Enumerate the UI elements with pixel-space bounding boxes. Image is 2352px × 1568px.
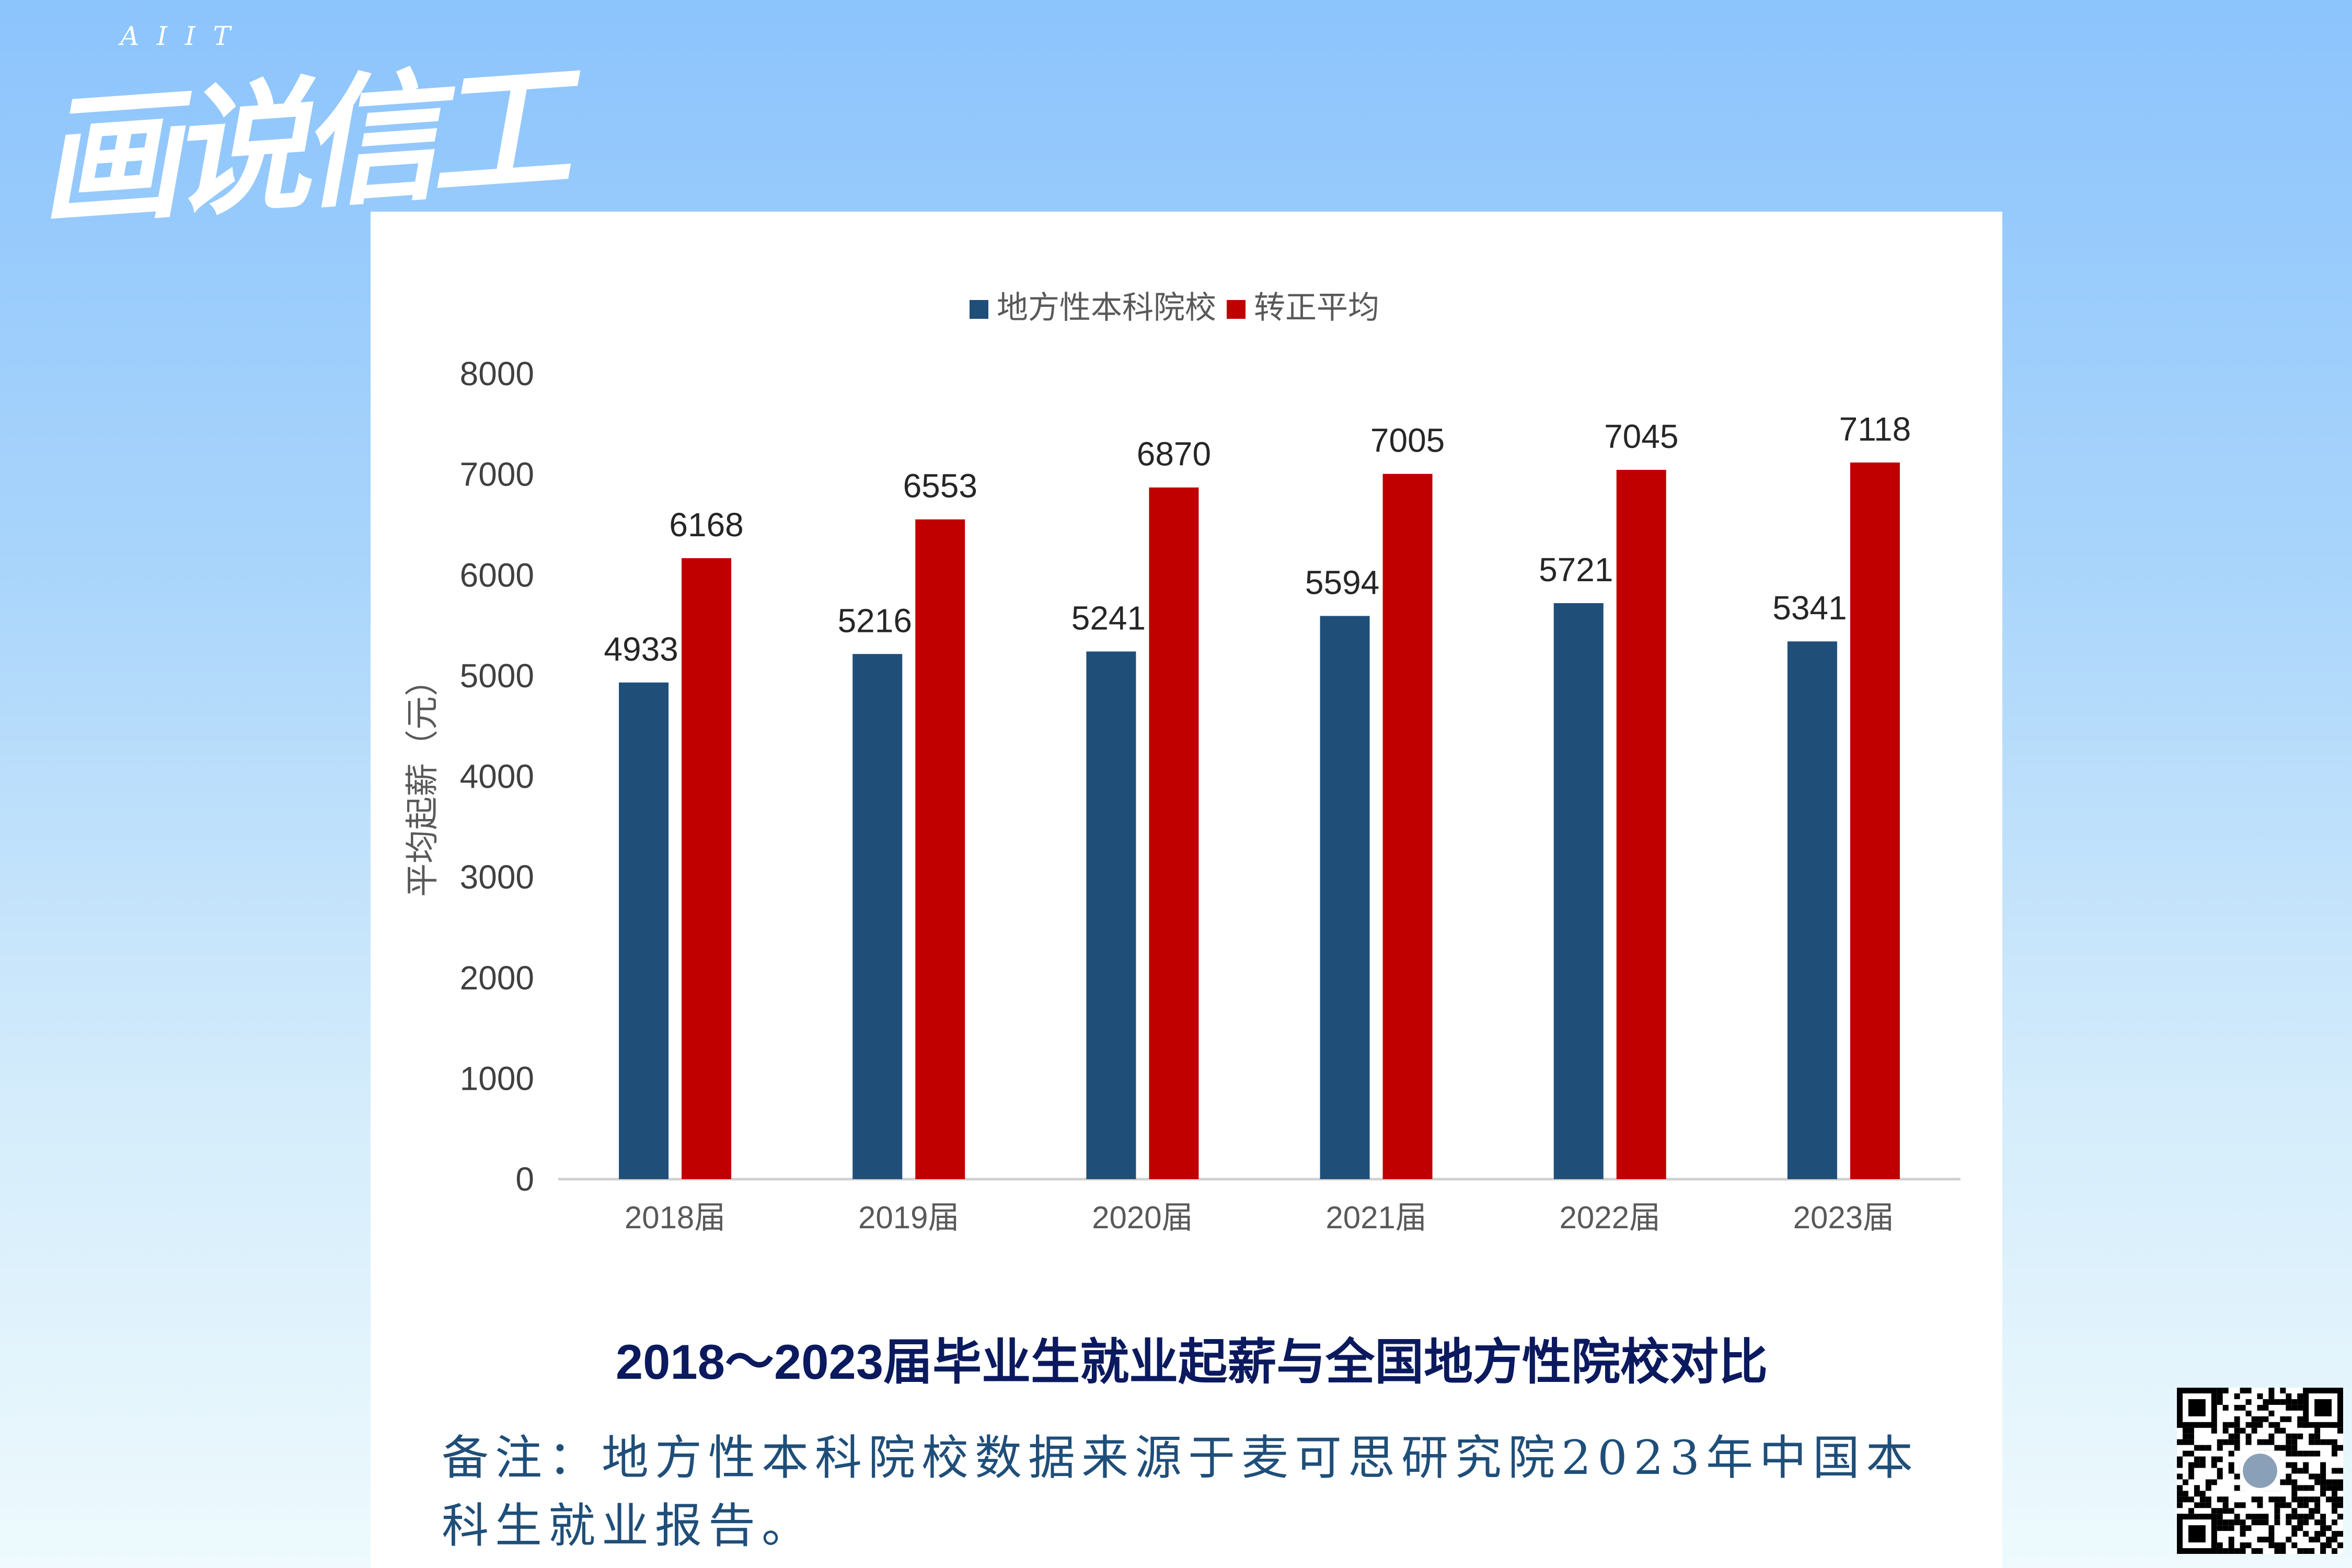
logo-subtitle: AIIT xyxy=(120,21,248,51)
data-label: 7118 xyxy=(1839,410,1911,448)
x-tick-label: 2019届 xyxy=(858,1200,959,1235)
data-label: 5241 xyxy=(1071,599,1146,637)
data-label: 6870 xyxy=(1137,435,1211,473)
data-label: 5594 xyxy=(1305,563,1379,601)
bar-local xyxy=(1086,651,1136,1179)
bar-regular xyxy=(1616,469,1666,1180)
legend-label: 转正平均 xyxy=(1254,290,1379,325)
data-label: 7045 xyxy=(1604,418,1678,455)
chart-title: 2018～2023届毕业生就业起薪与全国地方性院校对比 xyxy=(615,1334,1768,1389)
y-tick-label: 4000 xyxy=(460,758,534,795)
data-label: 6168 xyxy=(669,506,743,544)
bar-regular xyxy=(915,519,965,1179)
bar-local xyxy=(619,682,669,1179)
x-tick-label: 2018届 xyxy=(625,1200,725,1235)
y-tick-label: 5000 xyxy=(460,657,534,695)
data-label: 5216 xyxy=(838,602,912,639)
bar-regular xyxy=(1149,487,1199,1179)
bar-regular xyxy=(1850,462,1900,1179)
bar-regular xyxy=(682,558,732,1179)
y-tick-label: 8000 xyxy=(460,355,534,393)
bar-local xyxy=(1553,603,1604,1179)
y-tick-label: 1000 xyxy=(460,1059,534,1097)
y-axis-label: 平均起薪（元） xyxy=(403,663,441,897)
data-label: 7005 xyxy=(1370,422,1445,459)
y-tick-label: 6000 xyxy=(460,556,534,594)
qr-code xyxy=(2177,1388,2343,1554)
data-label: 6553 xyxy=(903,467,977,505)
x-tick-label: 2020届 xyxy=(1092,1200,1193,1235)
legend-swatch xyxy=(1227,300,1246,319)
x-tick-label: 2021届 xyxy=(1325,1200,1426,1235)
legend-swatch xyxy=(970,300,988,319)
bar-regular xyxy=(1382,474,1433,1179)
bar-local xyxy=(1320,616,1370,1179)
x-tick-label: 2023届 xyxy=(1793,1200,1894,1235)
legend-label: 地方性本科院校 xyxy=(997,290,1216,325)
y-tick-label: 3000 xyxy=(460,858,534,896)
data-label: 5721 xyxy=(1539,551,1613,589)
data-label: 5341 xyxy=(1772,589,1847,627)
y-tick-label: 7000 xyxy=(460,456,534,493)
bar-local xyxy=(852,654,903,1179)
x-tick-label: 2022届 xyxy=(1560,1200,1661,1235)
data-label: 4933 xyxy=(604,630,678,668)
y-tick-label: 0 xyxy=(515,1160,534,1198)
y-tick-label: 2000 xyxy=(460,959,534,997)
bar-local xyxy=(1787,641,1837,1179)
footnote: 备注：地方性本科院校数据来源于麦可思研究院2023年中国本科生就业报告。 xyxy=(442,1431,1920,1553)
